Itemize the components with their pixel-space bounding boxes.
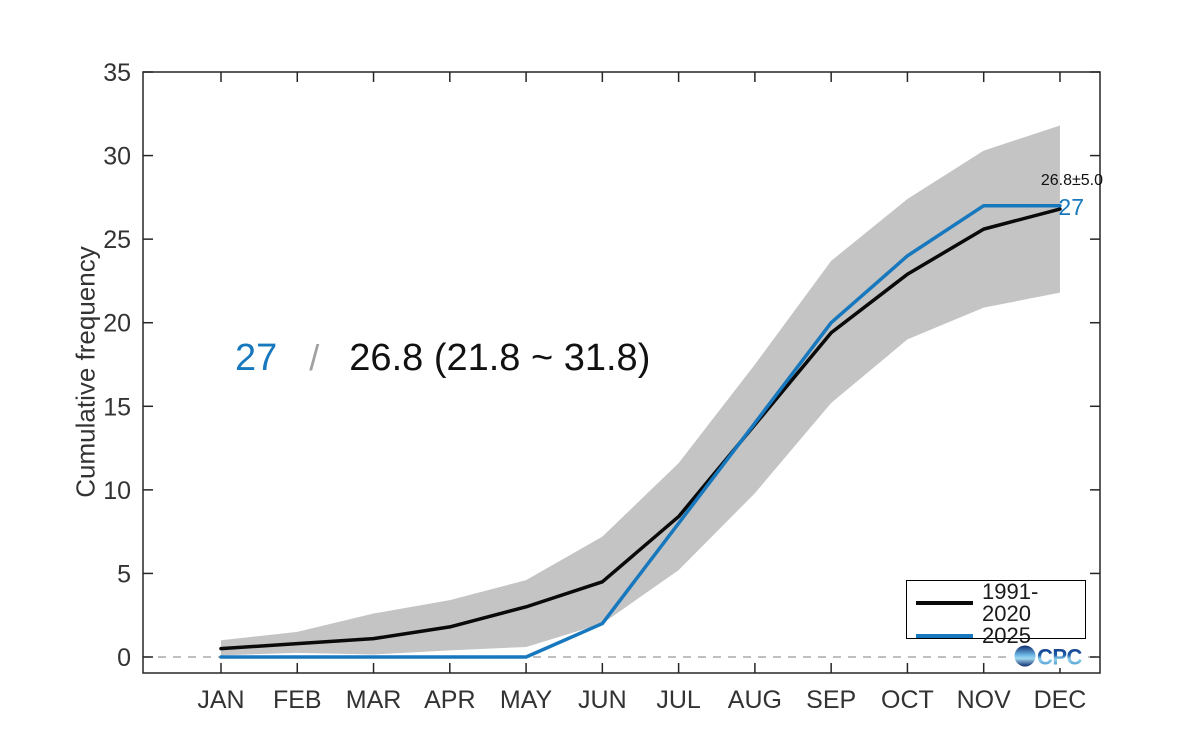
x-tick-label: OCT bbox=[881, 686, 934, 714]
legend-label-2025: 2025 bbox=[982, 623, 1031, 648]
line-end-label-climatology: 26.8±5.0 bbox=[1040, 172, 1103, 189]
summary-annotation: 27 / 26.8 (21.8 ~ 31.8) bbox=[235, 337, 650, 380]
y-tick-label: 35 bbox=[103, 59, 131, 87]
legend-line-swatch-2025 bbox=[916, 634, 973, 638]
cpc-logo: CPC bbox=[1012, 644, 1088, 670]
annotation-2025-value: 27 bbox=[235, 337, 278, 379]
legend-line-swatch-climatology bbox=[916, 601, 973, 605]
x-tick-label: JUN bbox=[578, 686, 627, 714]
cpc-logo-graphic: CPC bbox=[1014, 645, 1083, 670]
x-tick-label: MAR bbox=[346, 686, 402, 714]
y-tick-label: 20 bbox=[103, 310, 131, 338]
legend: 1991-2020 2025 bbox=[906, 580, 1086, 647]
y-tick-label: 30 bbox=[103, 143, 131, 171]
cpc-logo-text: CPC bbox=[1037, 645, 1083, 669]
y-tick-label: 15 bbox=[103, 393, 131, 421]
x-tick-label: NOV bbox=[957, 686, 1012, 714]
x-tick-label: FEB bbox=[273, 686, 322, 714]
legend-label-climatology: 1991-2020 bbox=[982, 579, 1039, 626]
x-tick-label: MAY bbox=[500, 686, 553, 714]
annotation-separator: / bbox=[309, 337, 320, 378]
x-tick-label: APR bbox=[424, 686, 475, 714]
legend-item-climatology: 1991-2020 bbox=[907, 581, 1085, 625]
annotation-climatology-value: 26.8 (21.8 ~ 31.8) bbox=[349, 337, 651, 379]
axes-box bbox=[142, 71, 1101, 674]
globe-icon bbox=[1014, 645, 1036, 667]
line-end-label-2025: 27 bbox=[1058, 194, 1084, 220]
y-tick-label: 10 bbox=[103, 477, 131, 505]
x-tick-label: JUL bbox=[656, 686, 701, 714]
y-tick-label: 0 bbox=[117, 644, 131, 672]
y-tick-label: 5 bbox=[117, 560, 131, 588]
y-axis-label: Cumulative frequency bbox=[70, 246, 101, 498]
legend-item-2025: 2025 bbox=[907, 625, 1085, 647]
line-2025 bbox=[219, 203, 1062, 659]
y-tick-label: 25 bbox=[103, 226, 131, 254]
x-tick-label: SEP bbox=[806, 686, 856, 714]
climatology-line bbox=[219, 207, 1062, 651]
x-tick-label: DEC bbox=[1034, 686, 1087, 714]
x-tick-label: AUG bbox=[728, 686, 782, 714]
climatology-range-band bbox=[221, 125, 1060, 656]
x-tick-label: JAN bbox=[197, 686, 244, 714]
